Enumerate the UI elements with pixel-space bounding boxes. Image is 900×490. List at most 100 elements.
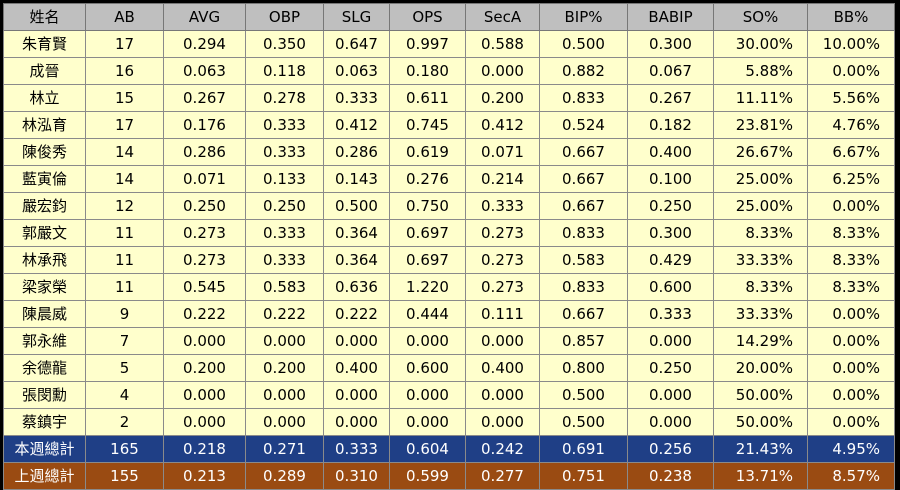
stat-cell: 0.071 bbox=[163, 165, 246, 193]
stat-cell: 0.000 bbox=[163, 408, 246, 436]
stat-cell: 11 bbox=[85, 219, 164, 247]
total-stat-cell: 0.691 bbox=[539, 435, 628, 463]
stat-cell: 12 bbox=[85, 192, 164, 220]
total-stat-cell: 21.43% bbox=[713, 435, 808, 463]
player-rows: 朱育賢 17 0.294 0.350 0.647 0.997 0.588 0.500 0.300… bbox=[3, 30, 895, 436]
player-name-cell: 嚴宏鈞 bbox=[3, 192, 86, 220]
stat-cell: 0.000 bbox=[389, 327, 466, 355]
stat-cell: 0.180 bbox=[389, 57, 466, 85]
stat-cell: 0.647 bbox=[323, 30, 390, 58]
stat-cell: 0.750 bbox=[389, 192, 466, 220]
stat-cell: 23.81% bbox=[713, 111, 808, 139]
stat-cell: 0.600 bbox=[389, 354, 466, 382]
stat-cell: 15 bbox=[85, 84, 164, 112]
last-week-total-row: 上週總計 155 0.213 0.289 0.310 0.599 0.277 0.751 0.2… bbox=[3, 462, 895, 490]
column-header-seca: SecA bbox=[465, 3, 540, 31]
stat-cell: 11.11% bbox=[713, 84, 808, 112]
player-name-cell: 朱育賢 bbox=[3, 30, 86, 58]
stat-cell: 0.063 bbox=[323, 57, 390, 85]
stat-cell: 0.745 bbox=[389, 111, 466, 139]
total-stat-cell: 0.333 bbox=[323, 435, 390, 463]
table-row: 藍寅倫 14 0.071 0.133 0.143 0.276 0.214 0.667 0.100… bbox=[3, 165, 895, 193]
stat-cell: 0.997 bbox=[389, 30, 466, 58]
stat-cell: 0.400 bbox=[323, 354, 390, 382]
stat-cell: 0.273 bbox=[163, 246, 246, 274]
stat-cell: 0.00% bbox=[807, 381, 895, 409]
stat-cell: 0.067 bbox=[627, 57, 714, 85]
stat-cell: 0.350 bbox=[245, 30, 324, 58]
stat-cell: 0.857 bbox=[539, 327, 628, 355]
table-row: 梁家榮 11 0.545 0.583 0.636 1.220 0.273 0.833 0.600… bbox=[3, 273, 895, 301]
stat-cell: 0.294 bbox=[163, 30, 246, 58]
stat-cell: 14 bbox=[85, 138, 164, 166]
stat-cell: 11 bbox=[85, 246, 164, 274]
stat-cell: 0.200 bbox=[245, 354, 324, 382]
player-name-cell: 余德龍 bbox=[3, 354, 86, 382]
stat-cell: 0.222 bbox=[323, 300, 390, 328]
stat-cell: 0.500 bbox=[539, 408, 628, 436]
stat-cell: 5 bbox=[85, 354, 164, 382]
column-header-obp: OBP bbox=[245, 3, 324, 31]
table-row: 嚴宏鈞 12 0.250 0.250 0.500 0.750 0.333 0.667 0.250… bbox=[3, 192, 895, 220]
stat-cell: 0.176 bbox=[163, 111, 246, 139]
column-header-babip: BABIP bbox=[627, 3, 714, 31]
column-header-ops: OPS bbox=[389, 3, 466, 31]
column-header-avg: AVG bbox=[163, 3, 246, 31]
stat-cell: 0.000 bbox=[465, 57, 540, 85]
stat-cell: 5.56% bbox=[807, 84, 895, 112]
stat-cell: 0.000 bbox=[245, 381, 324, 409]
batting-stats-table: 姓名 AB AVG OBP SLG OPS SecA BIP% BABIP SO… bbox=[3, 3, 895, 490]
total-stat-cell: 0.289 bbox=[245, 462, 324, 490]
stat-cell: 0.000 bbox=[627, 381, 714, 409]
player-name-cell: 梁家榮 bbox=[3, 273, 86, 301]
stat-cell: 4 bbox=[85, 381, 164, 409]
stat-cell: 0.882 bbox=[539, 57, 628, 85]
total-stat-cell: 4.95% bbox=[807, 435, 895, 463]
stat-cell: 0.333 bbox=[465, 192, 540, 220]
table-row: 陳晨威 9 0.222 0.222 0.222 0.444 0.111 0.667 0.333 3… bbox=[3, 300, 895, 328]
stat-cell: 0.273 bbox=[465, 246, 540, 274]
stat-cell: 0.833 bbox=[539, 84, 628, 112]
stat-cell: 0.500 bbox=[323, 192, 390, 220]
stat-cell: 0.000 bbox=[389, 381, 466, 409]
stat-cell: 0.276 bbox=[389, 165, 466, 193]
player-name-cell: 郭嚴文 bbox=[3, 219, 86, 247]
player-name-cell: 陳晨威 bbox=[3, 300, 86, 328]
stat-cell: 25.00% bbox=[713, 192, 808, 220]
stat-cell: 0.545 bbox=[163, 273, 246, 301]
stat-cell: 0.333 bbox=[245, 138, 324, 166]
stat-cell: 0.667 bbox=[539, 138, 628, 166]
stat-cell: 0.250 bbox=[627, 354, 714, 382]
stat-cell: 14 bbox=[85, 165, 164, 193]
stat-cell: 0.583 bbox=[245, 273, 324, 301]
stat-cell: 0.250 bbox=[627, 192, 714, 220]
total-stat-cell: 155 bbox=[85, 462, 164, 490]
table-row: 林泓育 17 0.176 0.333 0.412 0.745 0.412 0.524 0.182… bbox=[3, 111, 895, 139]
stat-cell: 0.00% bbox=[807, 354, 895, 382]
stat-cell: 11 bbox=[85, 273, 164, 301]
stat-cell: 0.400 bbox=[627, 138, 714, 166]
stat-cell: 0.588 bbox=[465, 30, 540, 58]
stat-cell: 17 bbox=[85, 30, 164, 58]
column-header-bip-pct: BIP% bbox=[539, 3, 628, 31]
stat-cell: 0.000 bbox=[465, 381, 540, 409]
stat-cell: 0.00% bbox=[807, 300, 895, 328]
stat-cell: 8.33% bbox=[807, 219, 895, 247]
stat-cell: 4.76% bbox=[807, 111, 895, 139]
total-stat-cell: 0.277 bbox=[465, 462, 540, 490]
stat-cell: 0.667 bbox=[539, 192, 628, 220]
stat-cell: 0.333 bbox=[245, 246, 324, 274]
column-header-name: 姓名 bbox=[3, 3, 86, 31]
column-header-bb-pct: BB% bbox=[807, 3, 895, 31]
stat-cell: 0.000 bbox=[323, 408, 390, 436]
stat-cell: 25.00% bbox=[713, 165, 808, 193]
stat-cell: 0.273 bbox=[163, 219, 246, 247]
stat-cell: 0.697 bbox=[389, 246, 466, 274]
stat-cell: 0.000 bbox=[465, 327, 540, 355]
total-stat-cell: 0.310 bbox=[323, 462, 390, 490]
total-label-cell: 上週總計 bbox=[3, 462, 86, 490]
stat-cell: 0.214 bbox=[465, 165, 540, 193]
stat-cell: 6.67% bbox=[807, 138, 895, 166]
stat-cell: 0.300 bbox=[627, 30, 714, 58]
stat-cell: 14.29% bbox=[713, 327, 808, 355]
